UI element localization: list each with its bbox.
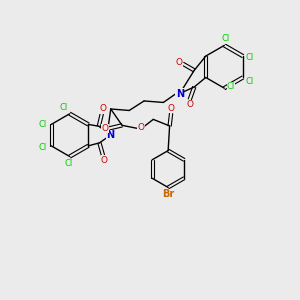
Text: Cl: Cl bbox=[60, 103, 68, 112]
Text: O: O bbox=[101, 156, 108, 165]
Text: Cl: Cl bbox=[39, 120, 47, 129]
Text: Cl: Cl bbox=[245, 77, 253, 86]
Text: N: N bbox=[106, 130, 115, 140]
Text: N: N bbox=[176, 88, 184, 98]
Text: Cl: Cl bbox=[39, 143, 47, 152]
Text: Cl: Cl bbox=[227, 82, 235, 91]
Text: Cl: Cl bbox=[64, 160, 72, 169]
Text: O: O bbox=[186, 100, 193, 109]
Text: Cl: Cl bbox=[222, 34, 230, 43]
Text: O: O bbox=[168, 103, 175, 112]
Text: Cl: Cl bbox=[245, 53, 253, 62]
Text: O: O bbox=[176, 58, 183, 67]
Text: O: O bbox=[100, 104, 106, 113]
Text: O: O bbox=[101, 124, 108, 133]
Text: O: O bbox=[138, 123, 145, 132]
Text: Br: Br bbox=[162, 189, 174, 199]
